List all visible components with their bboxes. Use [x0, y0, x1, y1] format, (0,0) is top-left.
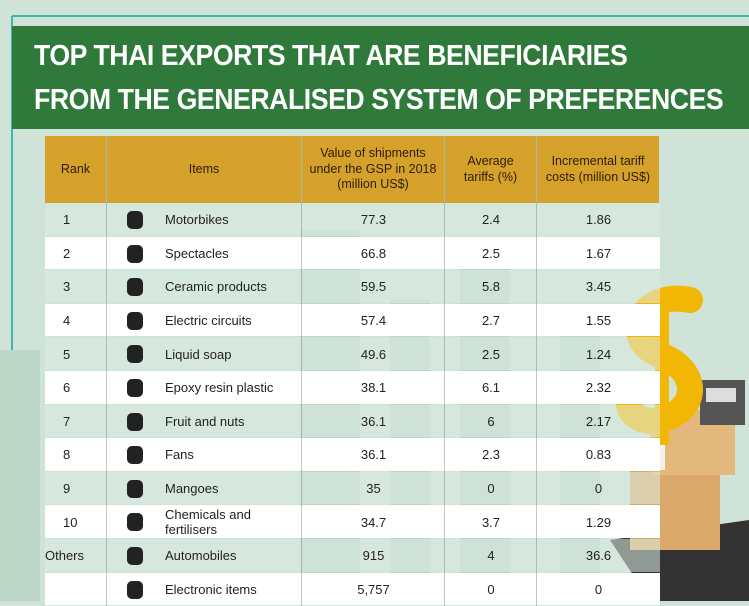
row-background	[45, 438, 660, 471]
item-icon	[127, 211, 143, 229]
table-cell: 2.17	[585, 413, 612, 429]
item-icon	[127, 580, 143, 599]
table-cell: Liquid soap	[165, 346, 232, 362]
table-cell: 4	[487, 548, 495, 564]
table-cell: Ceramic products	[165, 279, 267, 295]
table-cell: 49.6	[360, 346, 387, 362]
table-cell: 2.5	[481, 245, 501, 261]
column-header: Average tariffs (%)	[445, 136, 536, 203]
row-background	[45, 572, 660, 606]
item-icon	[127, 345, 143, 364]
row-background	[45, 371, 660, 404]
row-background	[45, 337, 660, 370]
table-cell: 5.8	[481, 279, 501, 295]
item-icon	[127, 379, 143, 397]
table-cell: Fruit and nuts	[165, 413, 245, 429]
item-icon	[127, 446, 143, 465]
table-cell: 0	[594, 581, 603, 597]
row-background	[45, 471, 660, 505]
table-cell: 34.7	[360, 514, 387, 530]
row-background	[45, 303, 660, 337]
table-cell: 59.5	[360, 279, 387, 295]
table-cell: 10	[63, 514, 78, 530]
item-icon	[127, 244, 143, 263]
table-cell: Others	[45, 548, 85, 564]
title-line: TOP THAI EXPORTS THAT ARE BENEFICIARIES	[34, 40, 628, 72]
title-line: FROM THE GENERALISED SYSTEM OF PREFERENC…	[34, 84, 724, 116]
table-cell: 66.8	[360, 245, 387, 261]
column-divider	[536, 136, 537, 606]
row-background	[45, 270, 660, 303]
table-cell: Fans	[165, 447, 194, 463]
row-background	[45, 505, 660, 538]
row-background	[45, 539, 660, 572]
table-cell: 8	[63, 447, 71, 463]
table-cell: Mangoes	[165, 481, 219, 497]
table-cell: 0.83	[585, 447, 612, 463]
table-cell: 1.67	[585, 245, 612, 261]
item-icon	[127, 278, 143, 297]
item-icon	[127, 547, 143, 565]
table-cell: 4	[63, 313, 71, 329]
table-cell: 1.29	[585, 514, 612, 530]
item-icon	[127, 311, 143, 330]
table-cell: 2	[63, 245, 71, 261]
table-cell: 3.7	[481, 514, 501, 530]
row-background	[45, 236, 660, 270]
table-cell: 6.1	[481, 380, 501, 396]
table-cell: 1.55	[585, 313, 612, 329]
column-divider	[444, 136, 445, 606]
table-cell: 35	[366, 481, 381, 497]
column-header: Value of shipments under the GSP in 2018…	[302, 136, 444, 203]
table-cell: 3.45	[585, 279, 612, 295]
item-icon	[127, 513, 143, 532]
table-cell: Spectacles	[165, 245, 229, 261]
table-cell: 38.1	[360, 380, 387, 396]
table-cell: 2.7	[481, 313, 501, 329]
table-cell: 36.1	[360, 413, 387, 429]
column-header: Rank	[45, 136, 106, 203]
table-cell: 2.32	[585, 380, 612, 396]
table-cell: 5	[63, 346, 71, 362]
table-cell: 3	[63, 279, 71, 295]
table-cell: Automobiles	[165, 548, 237, 564]
table-cell: 2.3	[481, 447, 501, 463]
row-background	[45, 203, 660, 236]
column-header: Incremental tariff costs (million US$)	[537, 136, 659, 203]
table-cell: Chemicals and fertilisers	[165, 507, 251, 538]
title-banner	[12, 26, 749, 129]
item-icon	[127, 479, 143, 498]
table-cell: Epoxy resin plastic	[165, 380, 274, 396]
table-cell: 36.1	[360, 447, 387, 463]
column-divider	[301, 136, 302, 606]
table-cell: 2.4	[481, 212, 501, 228]
table-cell: 7	[63, 413, 71, 429]
item-icon	[127, 412, 143, 431]
table-cell: 0	[487, 581, 495, 597]
table-cell: 1.86	[585, 212, 612, 228]
table-cell: 5,757	[357, 581, 390, 597]
table-cell: Motorbikes	[165, 212, 229, 228]
table-cell: 0	[487, 481, 495, 497]
table-cell: 6	[63, 380, 71, 396]
table-cell: 915	[362, 548, 385, 564]
column-divider	[106, 136, 107, 606]
table-cell: 0	[594, 481, 603, 497]
table-cell: Electronic items	[165, 581, 257, 597]
column-header: Items	[107, 136, 301, 203]
table-cell: Electric circuits	[165, 313, 252, 329]
table-cell: 57.4	[360, 313, 387, 329]
table-cell: 1.24	[585, 346, 612, 362]
table-cell: 6	[487, 413, 495, 429]
table-cell: 2.5	[481, 346, 501, 362]
table-cell: 36.6	[585, 548, 612, 564]
table-cell: 1	[63, 212, 71, 228]
table-cell: 77.3	[360, 212, 387, 228]
table-cell: 9	[63, 481, 71, 497]
row-background	[45, 404, 660, 438]
